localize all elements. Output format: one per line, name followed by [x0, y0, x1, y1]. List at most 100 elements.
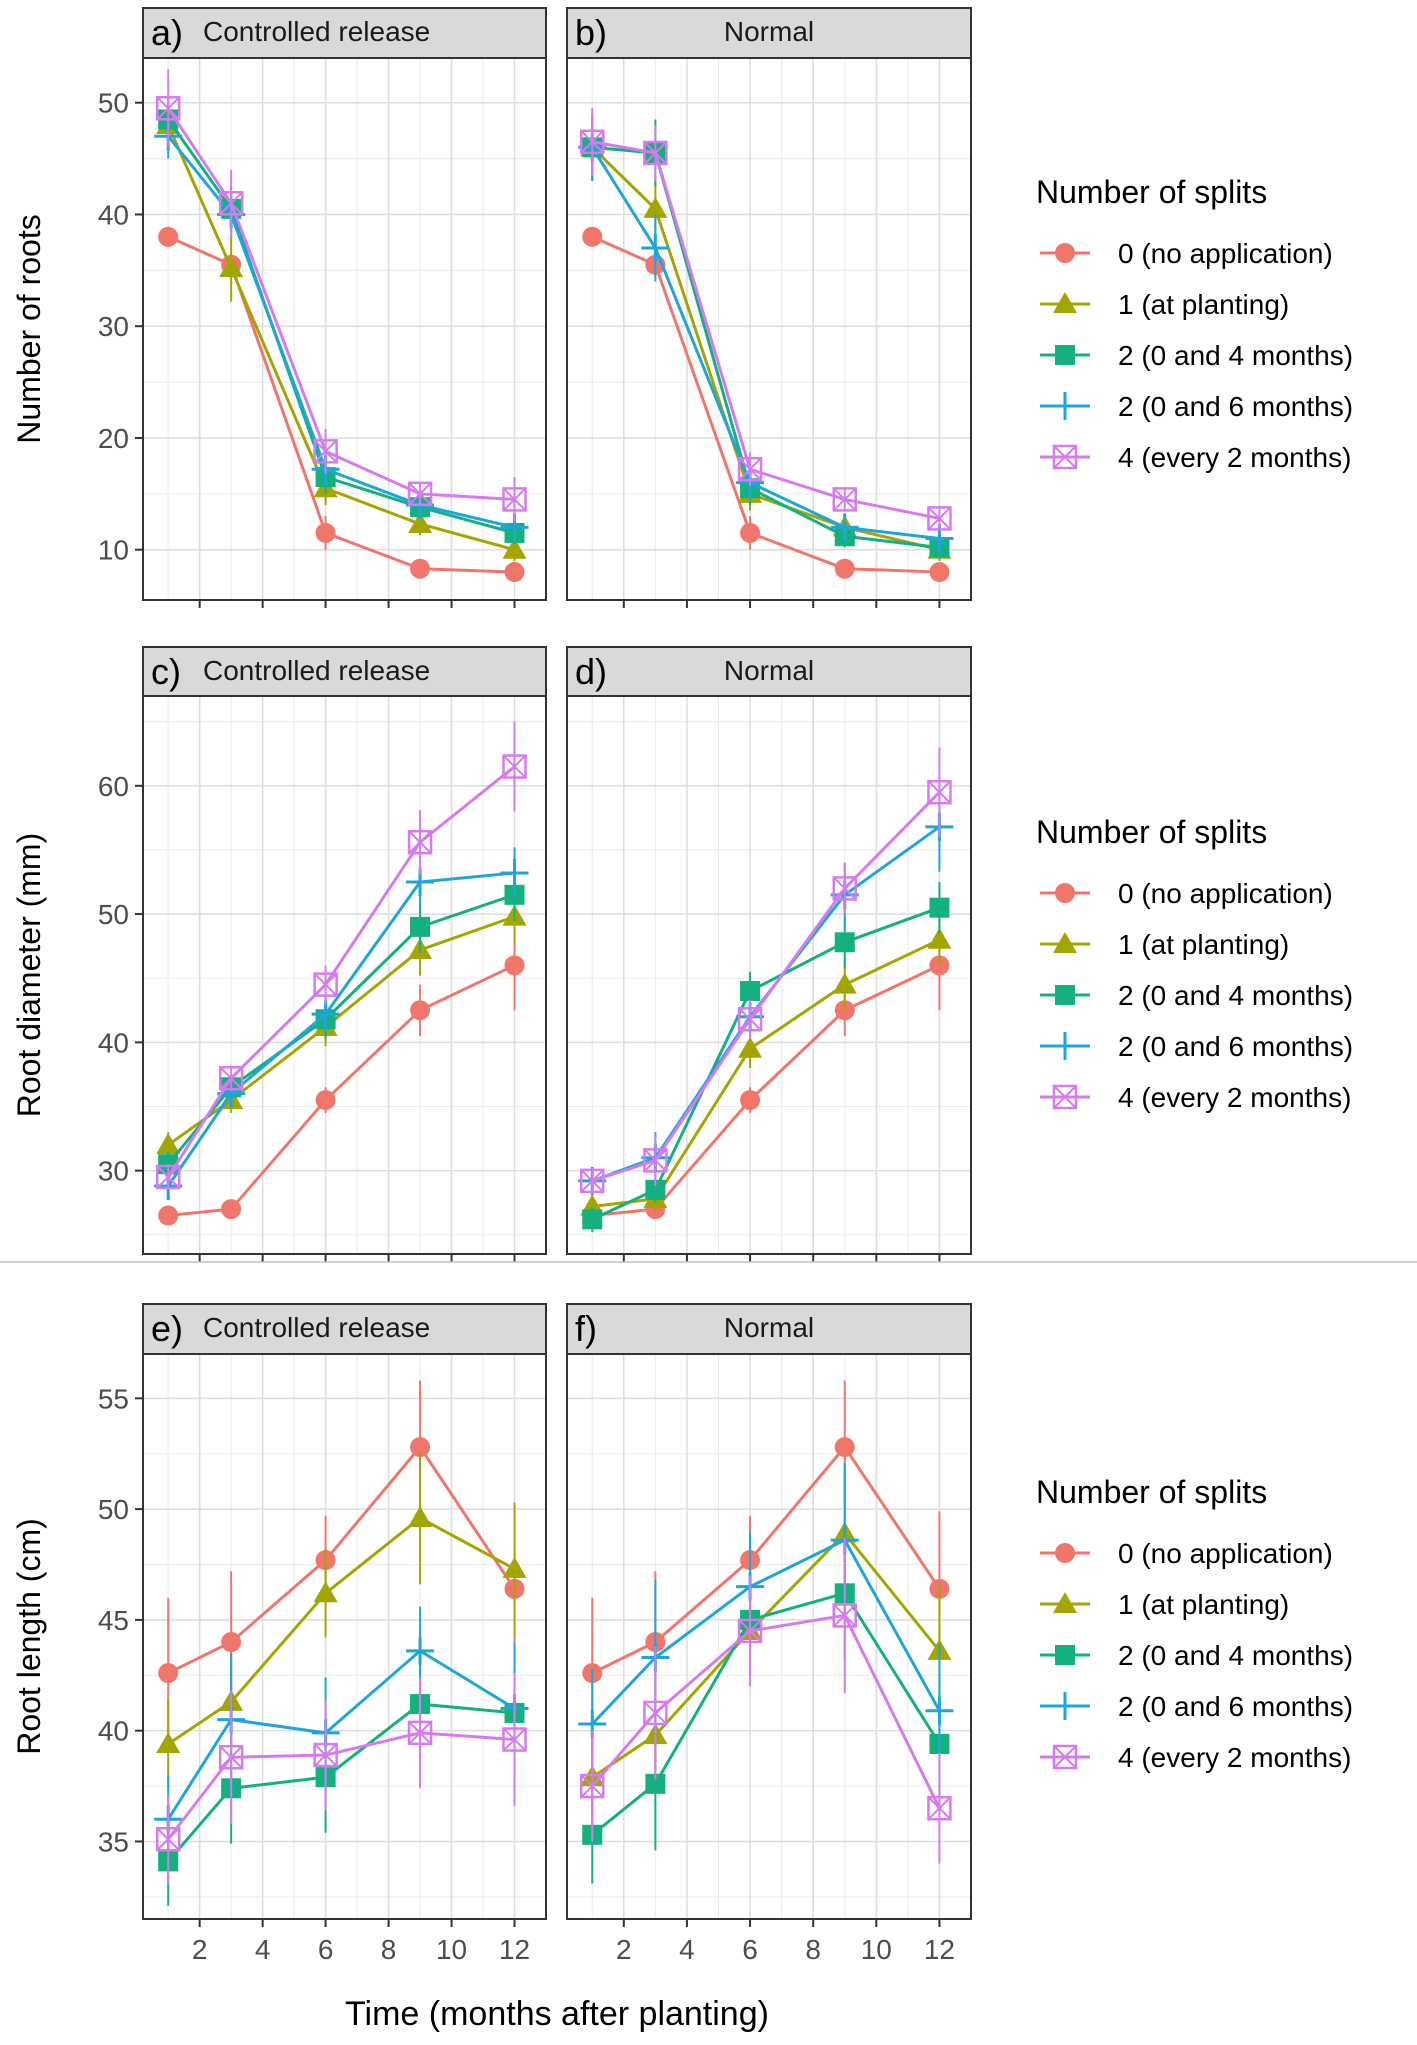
marker-triangle [156, 1132, 181, 1154]
marker-boxcross [580, 129, 605, 155]
marker-circle [221, 1632, 242, 1653]
marker-boxcross-x [833, 876, 857, 901]
plot-border [142, 1353, 547, 1920]
legend-label: 0 (no application) [1118, 1538, 1333, 1569]
marker-circle [221, 1199, 242, 1220]
marker-boxcross-x [219, 1745, 243, 1769]
legend-label: 2 (0 and 6 months) [1118, 1691, 1353, 1722]
y-tick-label: 55 [98, 1383, 129, 1414]
y-tick-label: 30 [98, 311, 129, 342]
y-axis-title: Number of roots [11, 214, 47, 443]
strip-background [566, 646, 972, 697]
marker-square [582, 1209, 603, 1230]
marker-boxcross [407, 829, 433, 855]
marker-boxcross-x [219, 1066, 243, 1090]
marker-boxcross-x [313, 439, 338, 464]
x-tick-label: 12 [499, 1934, 530, 1965]
marker-boxcross [832, 487, 857, 512]
marker-triangle [156, 1731, 181, 1753]
marker-boxcross-x [738, 1619, 762, 1643]
marker-circle [504, 562, 525, 583]
marker-boxcross [407, 481, 433, 507]
marker-boxcross-x [408, 1721, 432, 1745]
marker-boxcross-x [833, 487, 857, 512]
marker-boxcross-x [313, 1743, 338, 1767]
marker-triangle [1053, 1592, 1077, 1613]
marker-boxcross-x [156, 96, 180, 120]
marker-triangle [502, 1556, 527, 1578]
y-axis-title: Root diameter (mm) [11, 833, 47, 1118]
marker-circle [410, 1437, 431, 1458]
series-boxcross [155, 1673, 527, 1884]
legend-label: 1 (at planting) [1118, 929, 1289, 960]
marker-boxcross-x [643, 1701, 668, 1725]
marker-boxcross [313, 439, 338, 464]
legend-label: 4 (every 2 months) [1118, 1082, 1351, 1113]
panel-a: a) Controlled release 10 20 30 40 50 Number of … [11, 7, 547, 608]
y-tick-label: 10 [98, 535, 129, 566]
marker-triangle [219, 256, 244, 278]
marker-boxcross [155, 1826, 181, 1852]
x-tick-label: 6 [742, 1934, 758, 1965]
marker-boxcross-x [927, 1796, 952, 1820]
strip-label: Normal [724, 16, 814, 47]
marker-circle [158, 1663, 179, 1684]
marker-boxcross [643, 1148, 668, 1173]
legend-title: Number of splits [1036, 1474, 1267, 1510]
legend-label: 2 (0 and 4 months) [1118, 1640, 1353, 1671]
marker-boxcross-x [927, 780, 952, 804]
marker-triangle [832, 972, 857, 994]
marker-circle [834, 1437, 855, 1458]
x-tick-label: 6 [318, 1934, 334, 1965]
panel-letter: b) [575, 12, 607, 53]
marker-circle [1055, 243, 1075, 263]
y-tick-label: 40 [98, 199, 129, 230]
marker-boxcross-x [580, 1774, 604, 1798]
strip-label: Normal [724, 655, 814, 686]
series-boxcross [580, 1537, 952, 1864]
marker-circle [929, 562, 950, 583]
panel-letter: d) [575, 651, 607, 692]
marker-circle [315, 1090, 336, 1111]
marker-square [929, 897, 950, 918]
strip-label: Normal [724, 1312, 814, 1343]
x-tick-label: 12 [924, 1934, 955, 1965]
plot-area [143, 1354, 546, 1919]
marker-boxcross [1052, 1084, 1078, 1110]
legend-label: 2 (0 and 6 months) [1118, 1031, 1353, 1062]
marker-square [645, 1179, 666, 1200]
marker-boxcross-x [408, 830, 432, 854]
marker-circle [158, 1205, 179, 1226]
marker-plus [641, 233, 670, 262]
plot-border [142, 695, 547, 1255]
panel-letter: e) [151, 1308, 183, 1349]
marker-circle [158, 226, 179, 247]
marker-circle [315, 522, 336, 543]
marker-boxcross-x [833, 1603, 857, 1628]
x-tick-label: 8 [381, 1934, 397, 1965]
marker-boxcross [155, 96, 181, 121]
marker-circle [740, 1090, 761, 1111]
marker-boxcross [832, 1603, 857, 1628]
y-tick-label: 20 [98, 423, 129, 454]
y-axis-title: Root length (cm) [11, 1518, 47, 1755]
marker-boxcross [580, 1773, 605, 1799]
legend-label: 4 (every 2 months) [1118, 1742, 1351, 1773]
marker-boxcross-x [219, 191, 243, 215]
marker-square [1055, 345, 1075, 365]
strip-label: Controlled release [203, 1312, 430, 1343]
marker-boxcross-x [580, 130, 604, 154]
marker-boxcross [643, 140, 668, 166]
marker-boxcross-x [643, 1148, 668, 1173]
marker-boxcross-x [502, 754, 527, 779]
marker-boxcross-x [738, 457, 762, 481]
y-tick-label: 50 [98, 1494, 129, 1525]
x-tick-label: 2 [192, 1934, 208, 1965]
marker-boxcross [218, 191, 244, 216]
series-boxcross [580, 108, 952, 531]
x-axis-title: Time (months after planting) [345, 1995, 769, 2033]
series-boxcross [580, 747, 952, 1194]
marker-plus [830, 513, 859, 542]
marker-boxcross [218, 1745, 244, 1770]
